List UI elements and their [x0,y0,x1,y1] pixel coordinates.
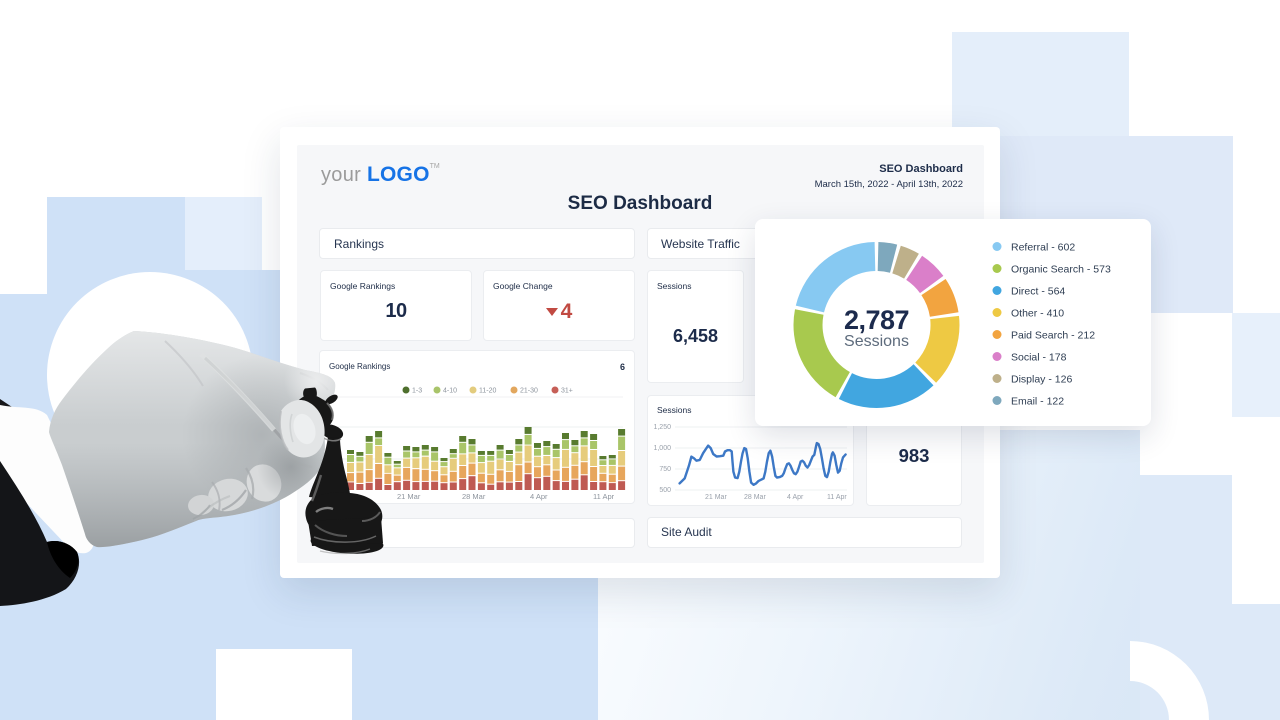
svg-text:750: 750 [659,466,671,473]
svg-text:31+: 31+ [561,388,573,395]
svg-text:28 Mar: 28 Mar [744,494,766,501]
svg-text:21-30: 21-30 [520,388,538,395]
svg-text:Referral - 602: Referral - 602 [1011,242,1075,254]
svg-text:21 Mar: 21 Mar [397,492,421,501]
svg-text:1,000: 1,000 [653,445,671,452]
svg-text:4-10: 4-10 [443,388,457,395]
svg-text:Display - 126: Display - 126 [1011,374,1072,386]
svg-text:Organic Search - 573: Organic Search - 573 [1011,264,1111,276]
svg-text:11 Apr: 11 Apr [827,494,847,501]
svg-text:21 Mar: 21 Mar [705,494,727,501]
svg-text:Other - 410: Other - 410 [1011,308,1064,320]
svg-text:11-20: 11-20 [479,388,496,395]
svg-text:Direct - 564: Direct - 564 [1011,286,1065,298]
svg-text:4 Apr: 4 Apr [787,494,804,501]
svg-text:Email - 122: Email - 122 [1011,396,1064,408]
svg-text:11 Apr: 11 Apr [593,492,615,501]
svg-text:1-3: 1-3 [412,388,422,395]
svg-text:500: 500 [659,487,671,494]
svg-text:1,250: 1,250 [653,424,671,431]
svg-text:28 Mar: 28 Mar [462,492,486,501]
svg-text:4 Apr: 4 Apr [530,492,548,501]
svg-text:Paid Search - 212: Paid Search - 212 [1011,330,1095,342]
svg-text:Social - 178: Social - 178 [1011,352,1067,364]
